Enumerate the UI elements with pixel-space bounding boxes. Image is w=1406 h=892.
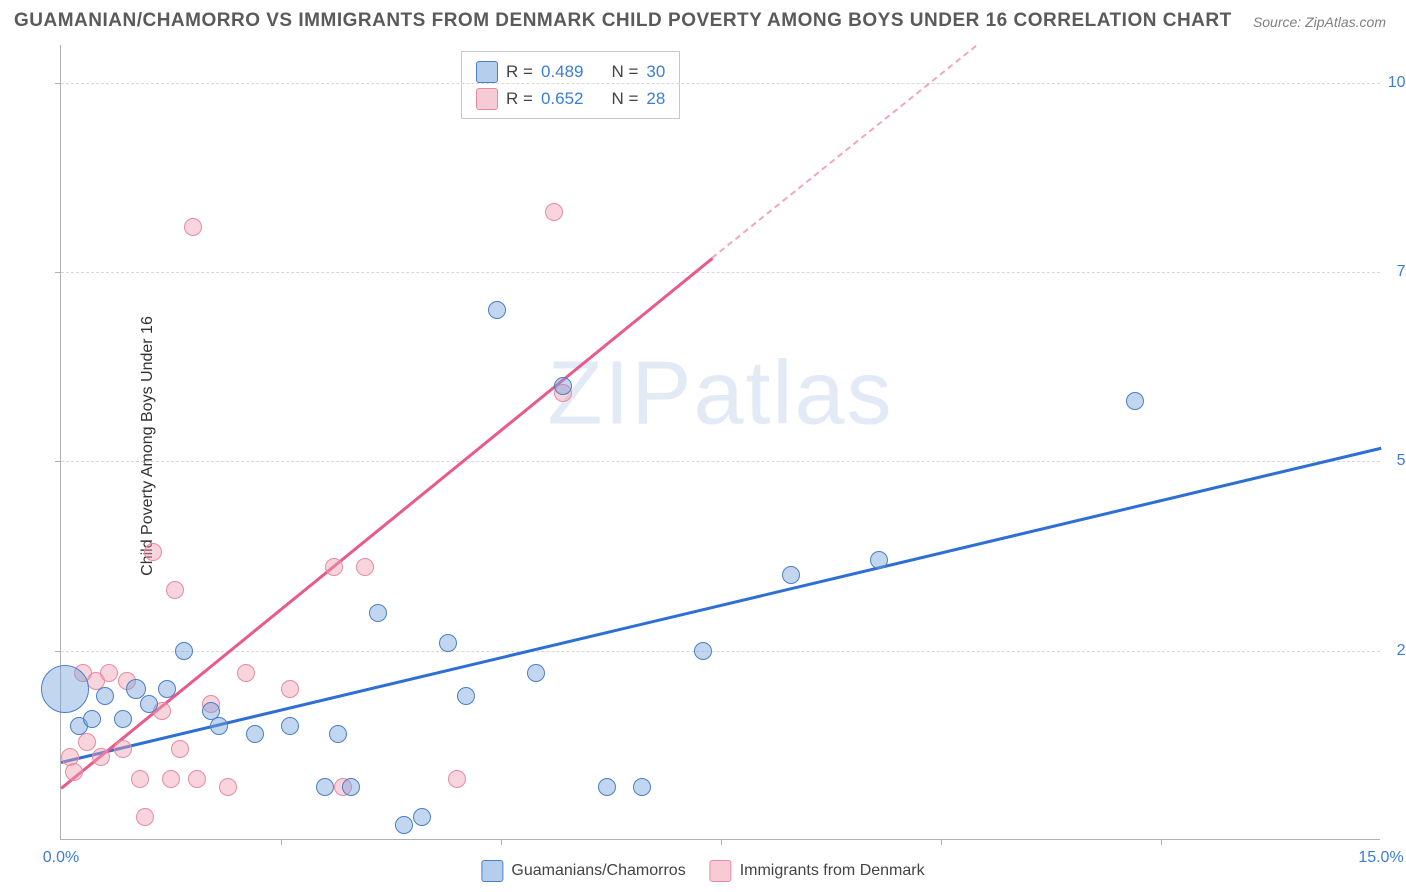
scatter-point: [598, 778, 616, 796]
r-label: R =: [506, 85, 533, 112]
scatter-point: [114, 710, 132, 728]
scatter-point: [694, 642, 712, 660]
legend: Guamanians/Chamorros Immigrants from Denm…: [481, 860, 924, 882]
x-tick-label: 0.0%: [43, 849, 79, 867]
r-label: R =: [506, 58, 533, 85]
legend-label: Guamanians/Chamorros: [511, 862, 685, 880]
scatter-point: [329, 725, 347, 743]
scatter-point: [78, 733, 96, 751]
scatter-point: [140, 695, 158, 713]
legend-item: Guamanians/Chamorros: [481, 860, 685, 882]
scatter-point: [219, 778, 237, 796]
legend-swatch: [476, 61, 498, 83]
scatter-point: [114, 740, 132, 758]
scatter-point: [413, 808, 431, 826]
y-tick-label: 50.0%: [1397, 452, 1406, 470]
chart-plot-area: ZIPatlas R =0.489N =30R =0.652N =28 25.0…: [60, 45, 1380, 840]
scatter-point: [457, 687, 475, 705]
scatter-point: [342, 778, 360, 796]
scatter-point: [782, 566, 800, 584]
r-value: 0.489: [541, 58, 584, 85]
scatter-point: [870, 551, 888, 569]
scatter-point: [545, 203, 563, 221]
scatter-point: [100, 664, 118, 682]
scatter-point: [166, 581, 184, 599]
n-label: N =: [611, 58, 638, 85]
scatter-point: [175, 642, 193, 660]
scatter-point: [92, 748, 110, 766]
gridline-h: [61, 651, 1380, 652]
scatter-point: [246, 725, 264, 743]
scatter-point: [171, 740, 189, 758]
y-tick-label: 75.0%: [1397, 263, 1406, 281]
scatter-point: [162, 770, 180, 788]
scatter-point: [527, 664, 545, 682]
legend-item: Immigrants from Denmark: [710, 860, 925, 882]
watermark-text: ZIPatlas: [547, 343, 893, 446]
legend-swatch: [481, 860, 503, 882]
gridline-h: [61, 461, 1380, 462]
scatter-point: [144, 543, 162, 561]
x-tick-label: 15.0%: [1358, 849, 1403, 867]
n-value: 30: [646, 58, 665, 85]
n-value: 28: [646, 85, 665, 112]
r-value: 0.652: [541, 85, 584, 112]
n-label: N =: [611, 85, 638, 112]
trend-line: [61, 446, 1382, 763]
scatter-point: [188, 770, 206, 788]
scatter-point: [210, 717, 228, 735]
scatter-point: [395, 816, 413, 834]
stats-row: R = 0.652 N = 28: [476, 85, 665, 112]
scatter-point: [448, 770, 466, 788]
scatter-point: [633, 778, 651, 796]
scatter-point: [41, 665, 89, 713]
scatter-point: [83, 710, 101, 728]
gridline-h: [61, 272, 1380, 273]
correlation-stats-box: R = 0.489 N = 30 R = 0.652 N = 28: [461, 51, 680, 119]
chart-title: GUAMANIAN/CHAMORRO VS IMMIGRANTS FROM DE…: [14, 10, 1232, 32]
scatter-point: [488, 301, 506, 319]
stats-row: R = 0.489 N = 30: [476, 58, 665, 85]
scatter-point: [237, 664, 255, 682]
scatter-point: [356, 558, 374, 576]
scatter-point: [554, 377, 572, 395]
y-tick-label: 25.0%: [1397, 642, 1406, 660]
legend-swatch: [476, 88, 498, 110]
scatter-point: [136, 808, 154, 826]
source-attribution: Source: ZipAtlas.com: [1253, 14, 1386, 30]
scatter-point: [281, 680, 299, 698]
scatter-point: [439, 634, 457, 652]
scatter-point: [158, 680, 176, 698]
scatter-point: [131, 770, 149, 788]
gridline-h: [61, 83, 1380, 84]
y-tick-label: 100.0%: [1388, 74, 1406, 92]
scatter-point: [1126, 392, 1144, 410]
trend-line: [711, 45, 977, 259]
scatter-point: [316, 778, 334, 796]
scatter-point: [184, 218, 202, 236]
legend-swatch: [710, 860, 732, 882]
scatter-point: [65, 763, 83, 781]
scatter-point: [325, 558, 343, 576]
scatter-point: [281, 717, 299, 735]
scatter-point: [96, 687, 114, 705]
scatter-point: [369, 604, 387, 622]
legend-label: Immigrants from Denmark: [740, 862, 925, 880]
